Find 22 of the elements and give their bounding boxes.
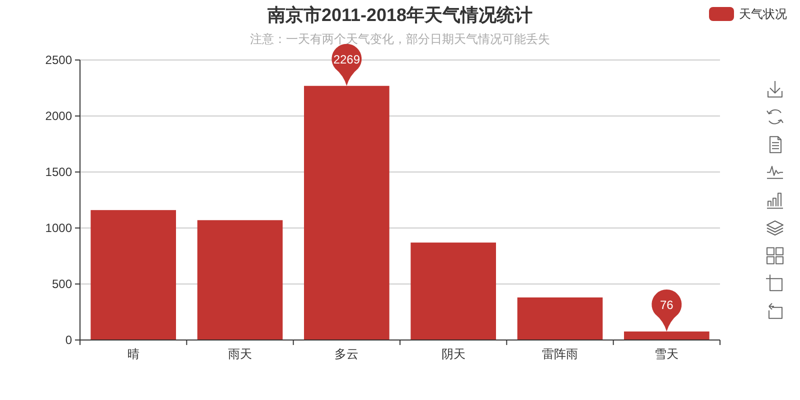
y-tick-label: 1000 (45, 221, 72, 235)
chart-subtitle: 注意：一天有两个天气变化，部分日期天气情况可能丢失 (250, 32, 550, 46)
x-tick-label: 多云 (334, 347, 359, 361)
x-tick-label: 晴 (127, 347, 140, 361)
bar (517, 297, 603, 340)
bar (197, 220, 283, 340)
x-tick-label: 阴天 (441, 347, 466, 361)
x-tick-label: 雷阵雨 (542, 347, 578, 361)
x-tick-label: 雨天 (228, 347, 252, 361)
y-tick-label: 500 (52, 277, 72, 291)
legend-label: 天气状况 (739, 7, 787, 21)
data-label: 2269 (333, 52, 360, 66)
y-tick-label: 1500 (45, 165, 72, 179)
y-tick-label: 2500 (45, 53, 72, 67)
bar (90, 210, 176, 340)
bar (410, 242, 496, 340)
data-label: 76 (660, 298, 674, 312)
y-tick-label: 2000 (45, 109, 72, 123)
legend: 天气状况 (709, 7, 787, 21)
chart-title: 南京市2011-2018年天气情况统计 (266, 5, 533, 25)
y-tick-label: 0 (65, 333, 72, 347)
x-tick-label: 雪天 (654, 347, 679, 361)
